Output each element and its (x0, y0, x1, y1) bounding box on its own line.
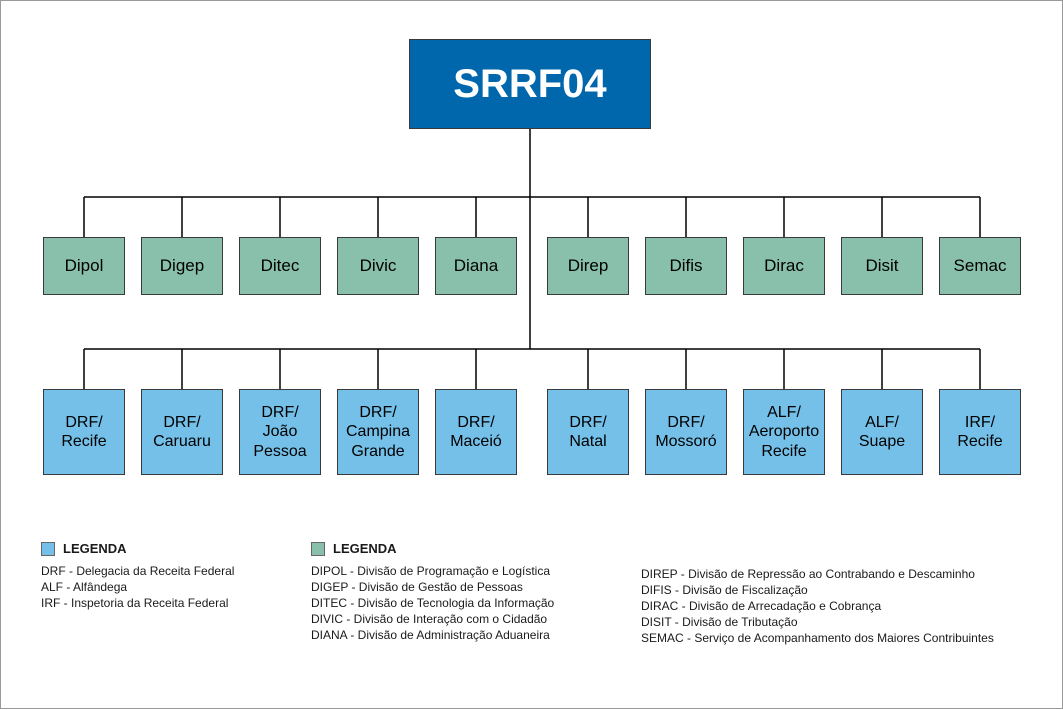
legend-line: DIFIS - Divisão de Fiscalização (641, 583, 994, 597)
row1-node-5: Direp (547, 237, 629, 295)
legend-line: DIANA - Divisão de Administração Aduanei… (311, 628, 554, 642)
legend-header: LEGENDA (311, 541, 554, 556)
legend-line: SEMAC - Serviço de Acompanhamento dos Ma… (641, 631, 994, 645)
legend-line: DIGEP - Divisão de Gestão de Pessoas (311, 580, 554, 594)
legend-line: DIREP - Divisão de Repressão ao Contraba… (641, 567, 994, 581)
row2-node-7: ALF/AeroportoRecife (743, 389, 825, 475)
root-node: SRRF04 (409, 39, 651, 129)
legend-line: DITEC - Divisão de Tecnologia da Informa… (311, 596, 554, 610)
legend-line: DIPOL - Divisão de Programação e Logísti… (311, 564, 554, 578)
legend-line: ALF - Alfândega (41, 580, 234, 594)
row1-node-1: Digep (141, 237, 223, 295)
row2-node-6: DRF/Mossoró (645, 389, 727, 475)
legend-swatch (311, 542, 325, 556)
row2-node-0: DRF/Recife (43, 389, 125, 475)
row2-node-1: DRF/Caruaru (141, 389, 223, 475)
legend-line: DIVIC - Divisão de Interação com o Cidad… (311, 612, 554, 626)
row1-node-7: Dirac (743, 237, 825, 295)
row1-node-0: Dipol (43, 237, 125, 295)
row2-node-3: DRF/CampinaGrande (337, 389, 419, 475)
legend-line: IRF - Inspetoria da Receita Federal (41, 596, 234, 610)
row2-node-5: DRF/Natal (547, 389, 629, 475)
row2-node-9: IRF/Recife (939, 389, 1021, 475)
row1-node-6: Difis (645, 237, 727, 295)
legend-swatch (41, 542, 55, 556)
legend-line: DIRAC - Divisão de Arrecadação e Cobranç… (641, 599, 994, 613)
row2-node-8: ALF/Suape (841, 389, 923, 475)
legend-col-2: LEGENDA DIPOL - Divisão de Programação e … (311, 541, 554, 644)
legend-header: LEGENDA (41, 541, 234, 556)
legend-line: DISIT - Divisão de Tributação (641, 615, 994, 629)
row1-node-2: Ditec (239, 237, 321, 295)
legend-title: LEGENDA (63, 541, 127, 556)
legend-title: LEGENDA (333, 541, 397, 556)
row2-node-4: DRF/Maceió (435, 389, 517, 475)
row1-node-3: Divic (337, 237, 419, 295)
row1-node-9: Semac (939, 237, 1021, 295)
row2-node-2: DRF/JoãoPessoa (239, 389, 321, 475)
row1-node-8: Disit (841, 237, 923, 295)
row1-node-4: Diana (435, 237, 517, 295)
legend-col-1: LEGENDA DRF - Delegacia da Receita Federa… (41, 541, 234, 612)
legend-line: DRF - Delegacia da Receita Federal (41, 564, 234, 578)
legend-col-3: DIREP - Divisão de Repressão ao Contraba… (641, 541, 994, 647)
